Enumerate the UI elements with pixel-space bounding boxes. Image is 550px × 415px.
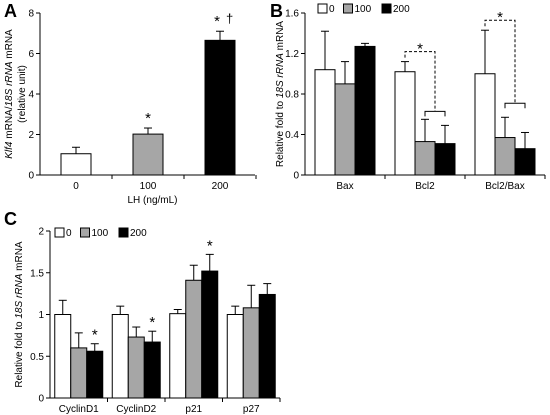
- y-tick-label: 4: [28, 90, 34, 101]
- y-axis-label-part: mRNA: [4, 29, 15, 62]
- y-axis-label: Relative fold to 18S rRNA mRNA: [275, 21, 286, 168]
- legend-swatch: [317, 3, 328, 14]
- bar: [70, 347, 88, 399]
- y-axis-label-part: mRNA: [275, 21, 286, 54]
- bar: [169, 313, 187, 399]
- bar: [334, 83, 356, 176]
- y-axis-label-part: mRNA: [14, 241, 25, 274]
- y-tick-label: 8: [28, 9, 34, 20]
- bar: [111, 314, 129, 399]
- significance-star: *: [207, 237, 213, 254]
- bar: [185, 279, 203, 399]
- significance-star: *: [145, 110, 151, 127]
- legend-label: 0: [329, 4, 335, 15]
- legend-swatch: [54, 227, 65, 238]
- legend-label: 100: [92, 228, 109, 239]
- legend-label: 100: [355, 4, 372, 15]
- significance-star: *: [149, 314, 155, 331]
- y-tick-label: 2: [28, 130, 34, 141]
- x-axis-label: LH (ng/mL): [127, 195, 177, 206]
- bar: [132, 133, 164, 176]
- bar: [414, 141, 436, 176]
- x-category-label: Bcl2/Bax: [485, 181, 524, 192]
- legend-swatch: [381, 3, 392, 14]
- x-category-label: 100: [140, 181, 157, 192]
- significance-star: *: [497, 9, 503, 26]
- dagger-mark: †: [226, 11, 233, 26]
- bracket: [404, 51, 436, 112]
- y-axis-label-part: 18S rRNA: [4, 61, 15, 106]
- bracket: [484, 19, 516, 104]
- x-category-label: 0: [73, 181, 79, 192]
- x-category-label: CyclinD2: [116, 404, 156, 415]
- y-axis-label-part: Relative fold to: [275, 98, 286, 167]
- y-tick-label: 2: [38, 227, 44, 238]
- y-tick-label: 6: [28, 49, 34, 60]
- bar: [226, 314, 244, 399]
- panel-letter: B: [270, 1, 283, 21]
- y-tick-label: 0.8: [285, 90, 299, 101]
- y-axis-label: Klf4 mRNA/18S rRNA mRNA: [4, 29, 15, 159]
- bar: [354, 45, 376, 176]
- bar: [434, 143, 456, 176]
- y-tick-label: 1: [38, 310, 44, 321]
- bar: [201, 270, 219, 399]
- y-axis-label-part: 18S rRNA: [14, 273, 25, 318]
- bar: [60, 153, 92, 176]
- bar: [86, 350, 104, 399]
- bar: [242, 307, 260, 399]
- legend-swatch: [80, 227, 90, 238]
- y-axis-label-part: mRNA/: [4, 106, 15, 141]
- significance-star: *: [214, 13, 220, 30]
- y-axis-label-part: Relative fold to: [14, 319, 25, 388]
- bar: [474, 73, 496, 176]
- y-axis-label-line2: (relative unit): [17, 65, 28, 123]
- panel-letter: C: [4, 209, 17, 229]
- significance-star: *: [417, 41, 423, 58]
- significance-star: *: [92, 327, 98, 344]
- y-tick-label: 0.5: [30, 352, 44, 363]
- x-category-label: 200: [212, 181, 229, 192]
- x-category-label: Bcl2: [415, 181, 435, 192]
- y-axis-label-part: 18S rRNA: [275, 53, 286, 98]
- bar: [204, 39, 236, 176]
- legend-swatch: [118, 227, 129, 238]
- y-tick-label: 1.2: [285, 49, 299, 60]
- legend-label: 200: [393, 4, 410, 15]
- x-category-label: p21: [185, 404, 202, 415]
- y-tick-label: 0: [38, 394, 44, 405]
- y-axis-label-part: Klf4: [4, 141, 15, 159]
- x-category-label: p27: [243, 404, 260, 415]
- legend-swatch: [343, 3, 353, 14]
- bar: [258, 293, 276, 399]
- bar: [514, 148, 536, 176]
- legend-label: 0: [66, 228, 72, 239]
- bar: [143, 341, 161, 399]
- bar: [127, 336, 145, 399]
- bracket: [424, 110, 446, 117]
- y-tick-label: 0: [293, 171, 299, 182]
- y-tick-label: 0: [28, 171, 34, 182]
- bar: [314, 69, 336, 176]
- y-axis-label: Relative fold to 18S rRNA mRNA: [14, 241, 25, 388]
- bar: [54, 314, 72, 399]
- x-category-label: Bax: [336, 181, 353, 192]
- bar: [494, 137, 516, 176]
- y-tick-label: 1.6: [285, 9, 299, 20]
- y-tick-label: 1.5: [30, 268, 44, 279]
- bracket: [504, 102, 526, 109]
- panel-letter: A: [4, 1, 17, 21]
- y-tick-label: 0.4: [285, 130, 299, 141]
- bar: [394, 71, 416, 176]
- x-category-label: CyclinD1: [59, 404, 99, 415]
- legend-label: 200: [130, 228, 147, 239]
